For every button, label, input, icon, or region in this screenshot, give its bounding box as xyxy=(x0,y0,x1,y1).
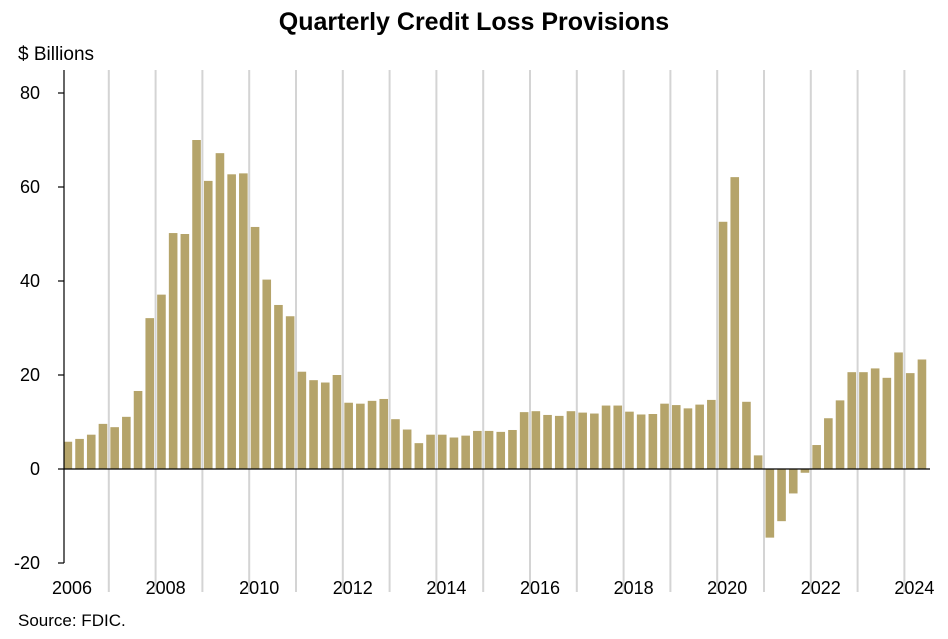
bar xyxy=(63,441,73,469)
bar xyxy=(777,469,786,522)
x-tick-label: 2018 xyxy=(614,578,654,598)
bar xyxy=(250,226,260,469)
bar xyxy=(309,380,318,469)
y-tick-label: 20 xyxy=(20,365,40,385)
bar xyxy=(274,304,283,469)
bar xyxy=(320,382,330,469)
bar xyxy=(297,371,307,469)
bar xyxy=(742,401,751,469)
bar xyxy=(379,398,389,469)
bar xyxy=(356,403,365,469)
bar xyxy=(718,221,728,469)
bar xyxy=(660,403,669,469)
bar xyxy=(215,153,225,469)
bar xyxy=(145,318,155,469)
bar xyxy=(86,434,96,469)
x-tick-labels: 2006 2008 2010 2012 2014 2016 2018 2020 2022 2024 xyxy=(52,578,934,598)
bar xyxy=(122,416,131,469)
x-tick-label: 2006 xyxy=(52,578,92,598)
bar xyxy=(203,180,213,469)
bar xyxy=(870,368,880,469)
x-tick-label: 2016 xyxy=(520,578,560,598)
bar xyxy=(905,373,915,469)
bar xyxy=(473,430,482,469)
gridlines xyxy=(107,70,906,592)
source-note: Source: FDIC. xyxy=(18,611,126,630)
bar xyxy=(531,411,541,469)
bar xyxy=(508,429,517,469)
y-tick-label: 60 xyxy=(20,177,40,197)
bar xyxy=(765,469,775,538)
bar xyxy=(882,377,892,469)
axes xyxy=(58,70,930,564)
bar xyxy=(168,233,178,469)
bar xyxy=(414,443,424,469)
bar xyxy=(461,435,470,469)
bar xyxy=(917,359,927,469)
bar xyxy=(601,405,611,469)
x-tick-label: 2022 xyxy=(801,578,841,598)
bar xyxy=(730,177,740,469)
bar xyxy=(426,434,435,469)
bar xyxy=(800,469,810,473)
x-tick-label: 2014 xyxy=(426,578,466,598)
bar xyxy=(648,414,658,469)
bars xyxy=(63,140,927,538)
bar xyxy=(332,375,342,469)
bar xyxy=(824,418,833,469)
bar xyxy=(788,469,798,494)
bar xyxy=(859,372,868,469)
bar xyxy=(192,140,201,469)
bar xyxy=(695,404,704,469)
y-tick-label: 40 xyxy=(20,271,40,291)
bar xyxy=(894,352,903,469)
bar xyxy=(835,400,845,469)
bar xyxy=(753,455,763,469)
bar xyxy=(449,437,459,469)
bar xyxy=(683,408,693,469)
bar xyxy=(554,415,564,469)
bar xyxy=(625,411,634,469)
bar xyxy=(636,414,646,469)
bar xyxy=(812,445,821,469)
x-tick-label: 2010 xyxy=(239,578,279,598)
x-tick-label: 2020 xyxy=(707,578,747,598)
bar xyxy=(590,413,599,469)
y-tick-label: -20 xyxy=(14,553,40,573)
x-tick-label: 2008 xyxy=(146,578,186,598)
bar xyxy=(402,429,412,469)
bar xyxy=(437,434,447,469)
bar xyxy=(285,316,295,469)
bar xyxy=(75,438,84,469)
bar xyxy=(671,405,681,469)
bar xyxy=(180,234,190,469)
bar xyxy=(566,411,576,469)
bar xyxy=(847,372,857,469)
bar xyxy=(133,390,143,469)
bar xyxy=(519,412,529,469)
y-tick-label: 0 xyxy=(30,459,40,479)
x-tick-label: 2012 xyxy=(333,578,373,598)
y-tick-labels: 80 60 40 20 0 -20 xyxy=(14,83,40,573)
bar xyxy=(707,399,716,469)
bar xyxy=(578,412,587,469)
bar xyxy=(496,431,506,469)
bar xyxy=(367,400,377,469)
bar xyxy=(613,405,623,469)
y-tick-label: 80 xyxy=(20,83,40,103)
bar xyxy=(157,294,166,469)
bar xyxy=(543,414,552,469)
chart-title: Quarterly Credit Loss Provisions xyxy=(278,8,670,36)
bar xyxy=(262,279,272,469)
x-tick-label: 2024 xyxy=(894,578,934,598)
bar xyxy=(98,423,108,469)
bar xyxy=(110,427,119,469)
bar xyxy=(391,419,400,469)
bar xyxy=(484,430,494,469)
bar xyxy=(227,174,236,469)
y-axis-unit-label: $ Billions xyxy=(18,44,95,65)
bar xyxy=(344,402,353,469)
bar xyxy=(239,173,248,469)
